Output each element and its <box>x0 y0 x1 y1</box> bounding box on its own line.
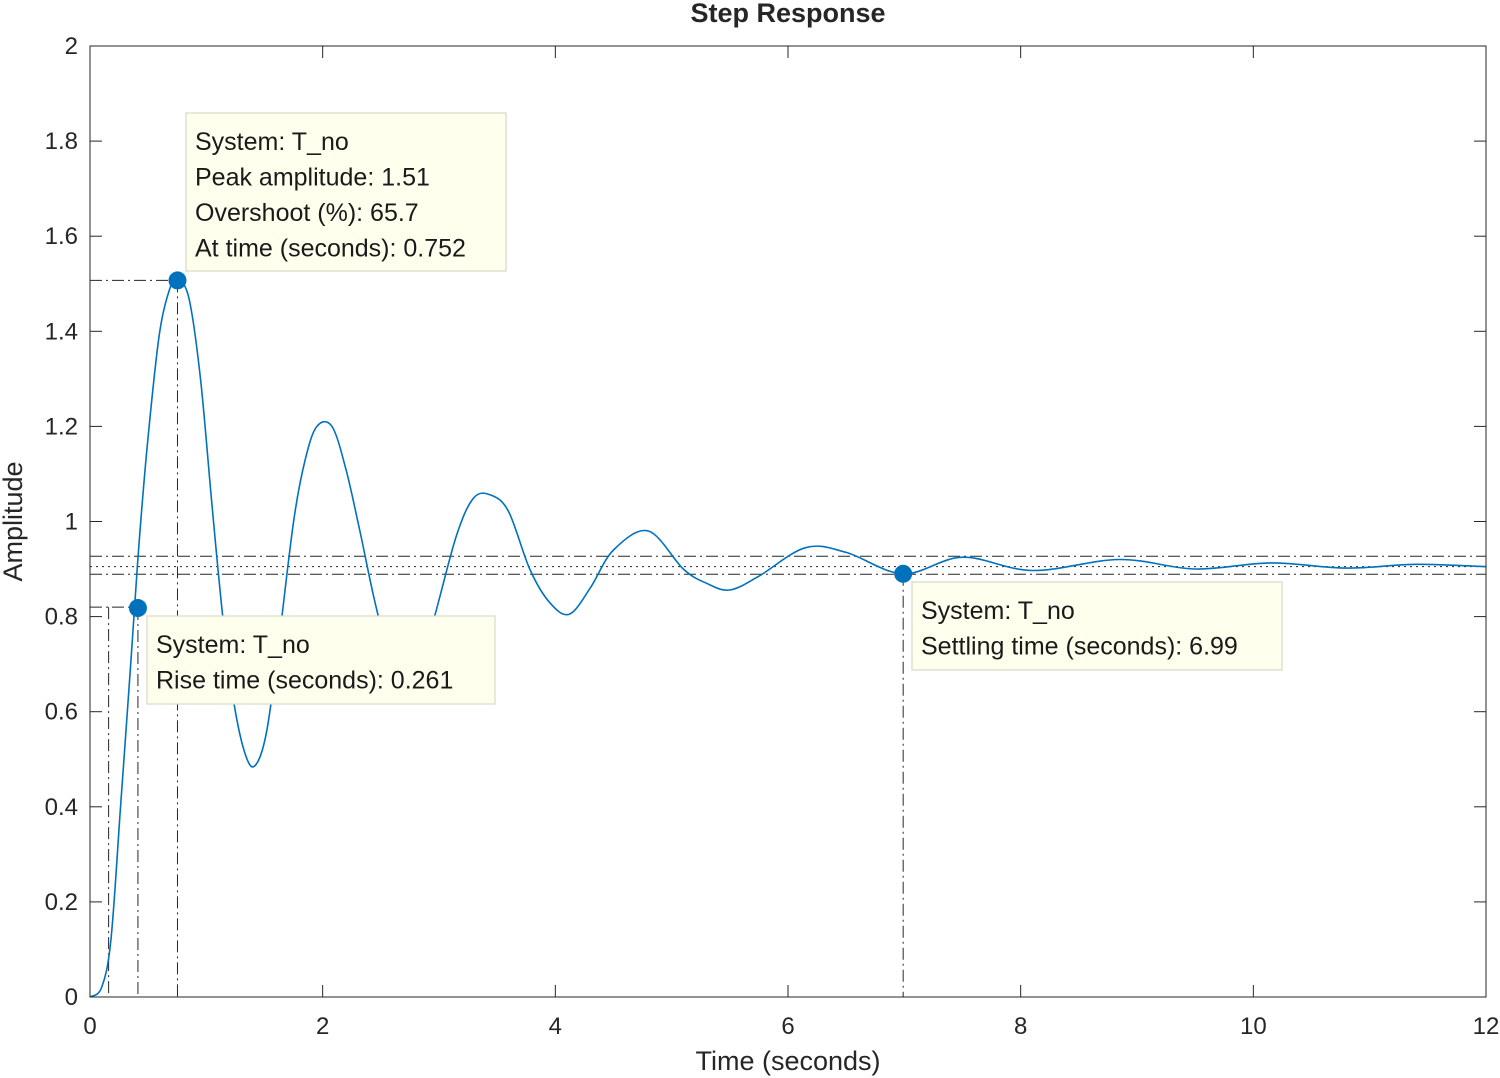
rise-tooltip: System: T_no Rise time (seconds): 0.261 <box>146 615 496 705</box>
x-tick-label: 10 <box>1240 1013 1267 1040</box>
x-tick-label: 6 <box>781 1013 794 1040</box>
datatip-box <box>911 581 1283 671</box>
datatip-line: Settling time (seconds): 6.99 <box>921 633 1238 661</box>
x-tick-label: 8 <box>1014 1013 1027 1040</box>
y-tick-label: 0.8 <box>45 604 78 631</box>
datatip-line: System: T_no <box>156 631 310 659</box>
rise-marker <box>128 599 147 618</box>
y-tick-label: 0.2 <box>45 889 78 916</box>
peak-marker <box>168 271 187 290</box>
y-tick-label: 1.4 <box>45 318 78 345</box>
x-axis-label: Time (seconds) <box>695 1046 880 1076</box>
datatip-line: System: T_no <box>921 597 1075 625</box>
datatip-box <box>185 112 507 272</box>
axes-box <box>89 45 1487 998</box>
y-tick-label: 1.8 <box>45 128 78 155</box>
datatip-box <box>146 615 496 705</box>
datatip-line: System: T_no <box>195 128 349 156</box>
settling-tooltip: System: T_no Settling time (seconds): 6.9… <box>911 581 1283 671</box>
axis-ticks: 0 2 4 6 8 10 12 0 0.2 0.4 0.6 0.8 1 1.2 1.4 1.6 1.8 2 <box>45 33 1500 1040</box>
chart-title: Step Response <box>690 0 885 28</box>
y-tick-label: 2 <box>65 33 78 60</box>
x-tick-label: 4 <box>549 1013 562 1040</box>
y-tick-label: 1 <box>65 509 78 536</box>
x-tick-label: 12 <box>1473 1013 1500 1040</box>
y-tick-label: 0.4 <box>45 794 78 821</box>
datatips: System: T_no Peak amplitude: 1.51 Overshoo… <box>146 112 1283 705</box>
datatip-line: Overshoot (%): 65.7 <box>195 199 419 227</box>
y-tick-label: 0 <box>65 984 78 1011</box>
x-tick-label: 0 <box>83 1013 96 1040</box>
datatip-line: At time (seconds): 0.752 <box>195 235 466 263</box>
settling-marker <box>894 564 913 583</box>
peak-tooltip: System: T_no Peak amplitude: 1.51 Overshoo… <box>185 112 507 272</box>
datatip-line: Peak amplitude: 1.51 <box>195 164 430 192</box>
datatip-line: Rise time (seconds): 0.261 <box>156 667 453 695</box>
y-tick-label: 1.6 <box>45 223 78 250</box>
x-tick-label: 2 <box>316 1013 329 1040</box>
data-markers <box>128 271 913 618</box>
y-tick-label: 1.2 <box>45 413 78 440</box>
y-tick-label: 0.6 <box>45 699 78 726</box>
y-axis-label: Amplitude <box>0 461 28 581</box>
